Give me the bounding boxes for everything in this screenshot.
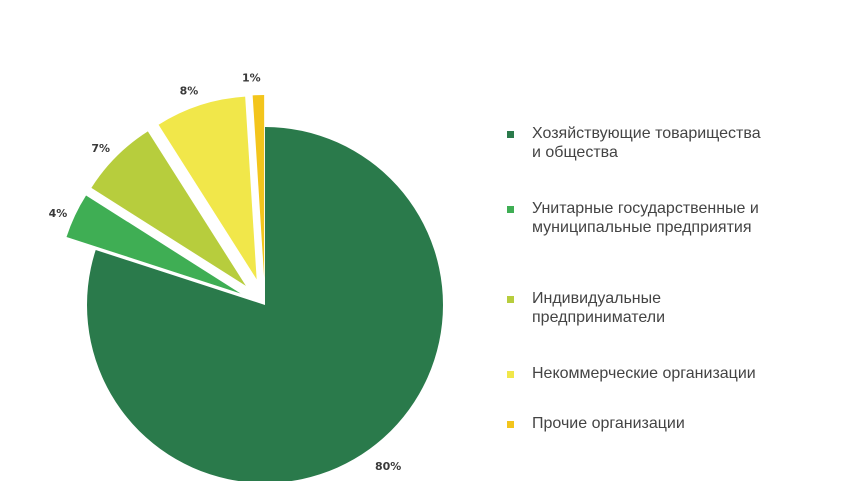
legend-label: Некоммерческие организации: [532, 365, 756, 382]
pie-slice: [66, 195, 241, 294]
pie-slice: [252, 95, 265, 279]
pie-value-label: 1%: [242, 71, 261, 84]
legend-label: Индивидуальные предприниматели: [532, 290, 666, 326]
legend-label: Унитарные государственные и муниципальны…: [532, 200, 759, 236]
legend-label: Хозяйствующие товарищества и общества: [532, 125, 761, 161]
legend-item: Хозяйствующие товарищества и общества: [507, 124, 832, 162]
legend-swatch: [507, 421, 514, 428]
legend-swatch: [507, 131, 514, 138]
legend-item: Прочие организации: [507, 414, 832, 433]
pie-slice: [158, 96, 257, 280]
legend-swatch: [507, 206, 514, 213]
legend-swatch: [507, 296, 514, 303]
pie-slice: [91, 131, 246, 286]
legend-label: Прочие организации: [532, 415, 685, 432]
pie-value-labels: 80% 4% 7% 8% 1%: [49, 71, 402, 473]
pie-value-label: 80%: [375, 460, 401, 473]
legend-item: Унитарные государственные и муниципальны…: [507, 199, 832, 237]
legend-swatch: [507, 371, 514, 378]
legend-item: Некоммерческие организации: [507, 364, 832, 383]
pie-value-label: 8%: [180, 84, 199, 97]
pie-slice: [87, 127, 443, 481]
pie-value-label: 7%: [91, 142, 110, 155]
legend-item: Индивидуальные предприниматели: [507, 289, 832, 327]
pie-value-label: 4%: [49, 207, 68, 220]
pie-slices: [66, 95, 443, 481]
